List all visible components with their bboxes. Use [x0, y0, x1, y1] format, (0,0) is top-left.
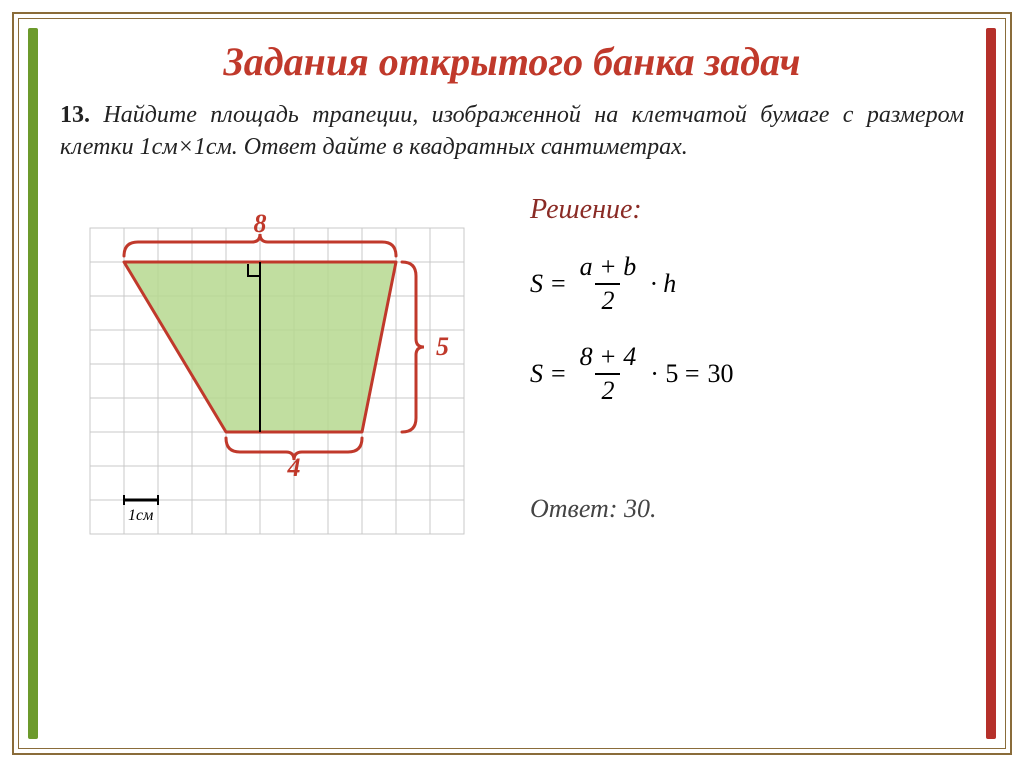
answer-value: 30. — [624, 494, 657, 523]
figure-svg: 8 4 5 1см — [60, 184, 490, 584]
formula-numeric: S = 8 + 4 2 · 5 = 30 — [530, 344, 964, 404]
svg-text:4: 4 — [287, 453, 301, 482]
problem-text: 13. Найдите площадь трапеции, изображенн… — [60, 99, 964, 164]
answer: Ответ: 30. — [530, 494, 964, 524]
solution-label: Решение: — [530, 194, 964, 226]
problem-body: Найдите площадь трапеции, изображенной н… — [60, 102, 964, 160]
figure: 8 4 5 1см — [60, 184, 490, 584]
problem-number: 13. — [60, 102, 90, 128]
svg-text:5: 5 — [436, 332, 449, 361]
body-row: 8 4 5 1см Решение: S = a + b 2 · h S = 8 + … — [60, 184, 964, 584]
fraction: 8 + 4 2 — [574, 344, 643, 404]
svg-text:1см: 1см — [128, 507, 153, 524]
fraction: a + b 2 — [574, 254, 643, 314]
slide-content: Задания открытого банка задач 13. Найдит… — [60, 38, 964, 737]
accent-bar-left — [28, 28, 38, 739]
slide-title: Задания открытого банка задач — [60, 38, 964, 85]
answer-label: Ответ: — [530, 494, 617, 523]
solution-column: Решение: S = a + b 2 · h S = 8 + 4 2 · 5… — [530, 184, 964, 584]
formula-general: S = a + b 2 · h — [530, 254, 964, 314]
accent-bar-right — [986, 28, 996, 739]
svg-text:8: 8 — [254, 209, 267, 238]
